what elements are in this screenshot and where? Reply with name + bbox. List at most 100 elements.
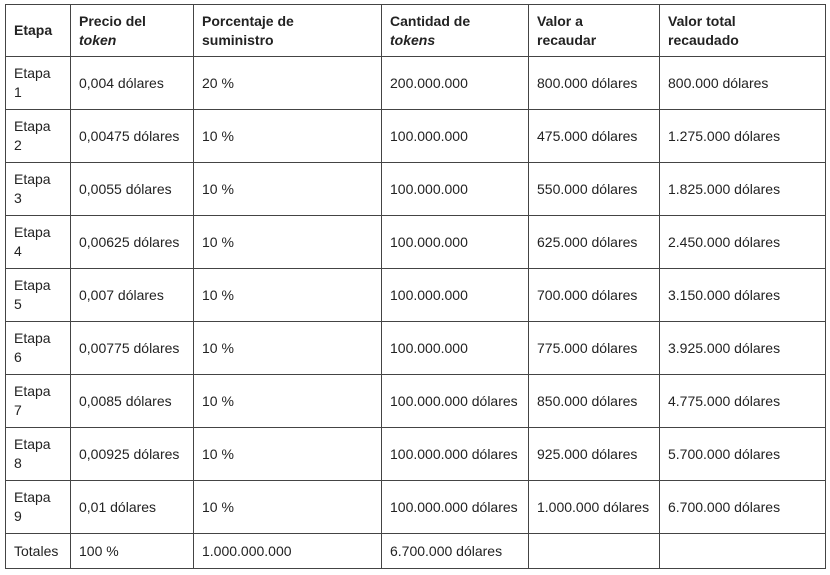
cell-porcentaje: 10 % — [193, 374, 382, 428]
totals-cell-valor — [528, 533, 660, 569]
table-row: Etapa 5 0,007 dólares 10 % 100.000.000 700.00… — [5, 268, 826, 322]
header-precio: Precio del token — [70, 4, 194, 57]
cell-precio: 0,004 dólares — [70, 56, 194, 110]
cell-precio: 0,00775 dólares — [70, 321, 194, 375]
cell-precio: 0,00925 dólares — [70, 427, 194, 481]
cell-cantidad: 200.000.000 — [381, 56, 529, 110]
table-row: Etapa 7 0,0085 dólares 10 % 100.000.000 dóla… — [5, 374, 826, 428]
table-row: Etapa 9 0,01 dólares 10 % 100.000.000 dólare… — [5, 480, 826, 534]
cell-total: 6.700.000 dólares — [659, 480, 826, 534]
etapa-label: Etapa — [14, 489, 51, 505]
table-row: Etapa 3 0,0055 dólares 10 % 100.000.000 550.0… — [5, 162, 826, 216]
etapa-number: 7 — [14, 402, 22, 418]
table-row: Etapa 6 0,00775 dólares 10 % 100.000.000 775.… — [5, 321, 826, 375]
header-label-italic: tokens — [390, 32, 436, 48]
cell-cantidad: 100.000.000 — [381, 321, 529, 375]
cell-etapa: Etapa 5 — [5, 268, 71, 322]
header-cantidad: Cantidad de tokens — [381, 4, 529, 57]
cell-total: 2.450.000 dólares — [659, 215, 826, 269]
table-body: Etapa 1 0,004 dólares 20 % 200.000.000 800.00… — [5, 56, 826, 569]
cell-porcentaje: 10 % — [193, 162, 382, 216]
cell-etapa: Etapa 2 — [5, 109, 71, 163]
etapa-label: Etapa — [14, 436, 51, 452]
etapa-number: 4 — [14, 243, 22, 259]
cell-total: 800.000 dólares — [659, 56, 826, 110]
etapa-number: 9 — [14, 508, 22, 524]
etapa-number: 2 — [14, 137, 22, 153]
header-label-italic: token — [79, 32, 117, 48]
cell-porcentaje: 10 % — [193, 321, 382, 375]
header-label: Etapa — [14, 22, 53, 38]
header-label: Cantidad de — [390, 13, 471, 29]
etapa-number: 3 — [14, 190, 22, 206]
header-label: Valor a — [537, 13, 583, 29]
table-row: Etapa 2 0,00475 dólares 10 % 100.000.000 475.… — [5, 109, 826, 163]
cell-etapa: Etapa 7 — [5, 374, 71, 428]
cell-valor: 625.000 dólares — [528, 215, 660, 269]
header-porcentaje: Porcentaje de suministro — [193, 4, 382, 57]
etapa-label: Etapa — [14, 330, 51, 346]
header-total: Valor total recaudado — [659, 4, 826, 57]
presale-table-container: Etapa Precio del token Porcentaje de sum… — [5, 4, 826, 569]
cell-etapa: Etapa 8 — [5, 427, 71, 481]
cell-precio: 0,00475 dólares — [70, 109, 194, 163]
header-valor: Valor a recaudar — [528, 4, 660, 57]
cell-valor: 475.000 dólares — [528, 109, 660, 163]
header-label: recaudar — [537, 32, 597, 48]
cell-cantidad: 100.000.000 dólares — [381, 427, 529, 481]
totals-cell-cantidad: 6.700.000 dólares — [381, 533, 529, 569]
cell-precio: 0,01 dólares — [70, 480, 194, 534]
cell-precio: 0,0055 dólares — [70, 162, 194, 216]
cell-precio: 0,00625 dólares — [70, 215, 194, 269]
etapa-label: Etapa — [14, 171, 51, 187]
cell-valor: 1.000.000 dólares — [528, 480, 660, 534]
totals-cell-label: Totales — [5, 533, 71, 569]
cell-valor: 800.000 dólares — [528, 56, 660, 110]
etapa-label: Etapa — [14, 65, 51, 81]
etapa-label: Etapa — [14, 383, 51, 399]
table-row: Etapa 4 0,00625 dólares 10 % 100.000.000 625.… — [5, 215, 826, 269]
header-label: Precio del — [79, 13, 146, 29]
table-row: Etapa 8 0,00925 dólares 10 % 100.000.000 dól… — [5, 427, 826, 481]
totals-cell-porcentaje: 1.000.000.000 — [193, 533, 382, 569]
cell-valor: 775.000 dólares — [528, 321, 660, 375]
etapa-label: Etapa — [14, 224, 51, 240]
etapa-label: Etapa — [14, 118, 51, 134]
cell-total: 4.775.000 dólares — [659, 374, 826, 428]
cell-valor: 925.000 dólares — [528, 427, 660, 481]
cell-cantidad: 100.000.000 dólares — [381, 480, 529, 534]
etapa-number: 5 — [14, 296, 22, 312]
cell-total: 3.925.000 dólares — [659, 321, 826, 375]
presale-stages-table: Etapa Precio del token Porcentaje de sum… — [5, 4, 826, 569]
cell-porcentaje: 10 % — [193, 268, 382, 322]
cell-cantidad: 100.000.000 — [381, 162, 529, 216]
cell-porcentaje: 10 % — [193, 427, 382, 481]
header-label: suministro — [202, 32, 274, 48]
cell-etapa: Etapa 1 — [5, 56, 71, 110]
cell-valor: 700.000 dólares — [528, 268, 660, 322]
totals-cell-precio: 100 % — [70, 533, 194, 569]
cell-etapa: Etapa 3 — [5, 162, 71, 216]
cell-porcentaje: 10 % — [193, 215, 382, 269]
cell-cantidad: 100.000.000 — [381, 109, 529, 163]
header-label: recaudado — [668, 32, 739, 48]
cell-precio: 0,0085 dólares — [70, 374, 194, 428]
cell-total: 1.275.000 dólares — [659, 109, 826, 163]
cell-porcentaje: 10 % — [193, 109, 382, 163]
cell-precio: 0,007 dólares — [70, 268, 194, 322]
etapa-number: 1 — [14, 84, 22, 100]
cell-cantidad: 100.000.000 dólares — [381, 374, 529, 428]
cell-valor: 850.000 dólares — [528, 374, 660, 428]
header-etapa: Etapa — [5, 4, 71, 57]
cell-cantidad: 100.000.000 — [381, 268, 529, 322]
etapa-number: 6 — [14, 349, 22, 365]
table-row: Etapa 1 0,004 dólares 20 % 200.000.000 800.00… — [5, 56, 826, 110]
table-header-row: Etapa Precio del token Porcentaje de sum… — [5, 4, 826, 57]
cell-etapa: Etapa 4 — [5, 215, 71, 269]
cell-total: 1.825.000 dólares — [659, 162, 826, 216]
cell-etapa: Etapa 9 — [5, 480, 71, 534]
cell-total: 3.150.000 dólares — [659, 268, 826, 322]
totals-cell-total — [659, 533, 826, 569]
etapa-number: 8 — [14, 455, 22, 471]
cell-total: 5.700.000 dólares — [659, 427, 826, 481]
